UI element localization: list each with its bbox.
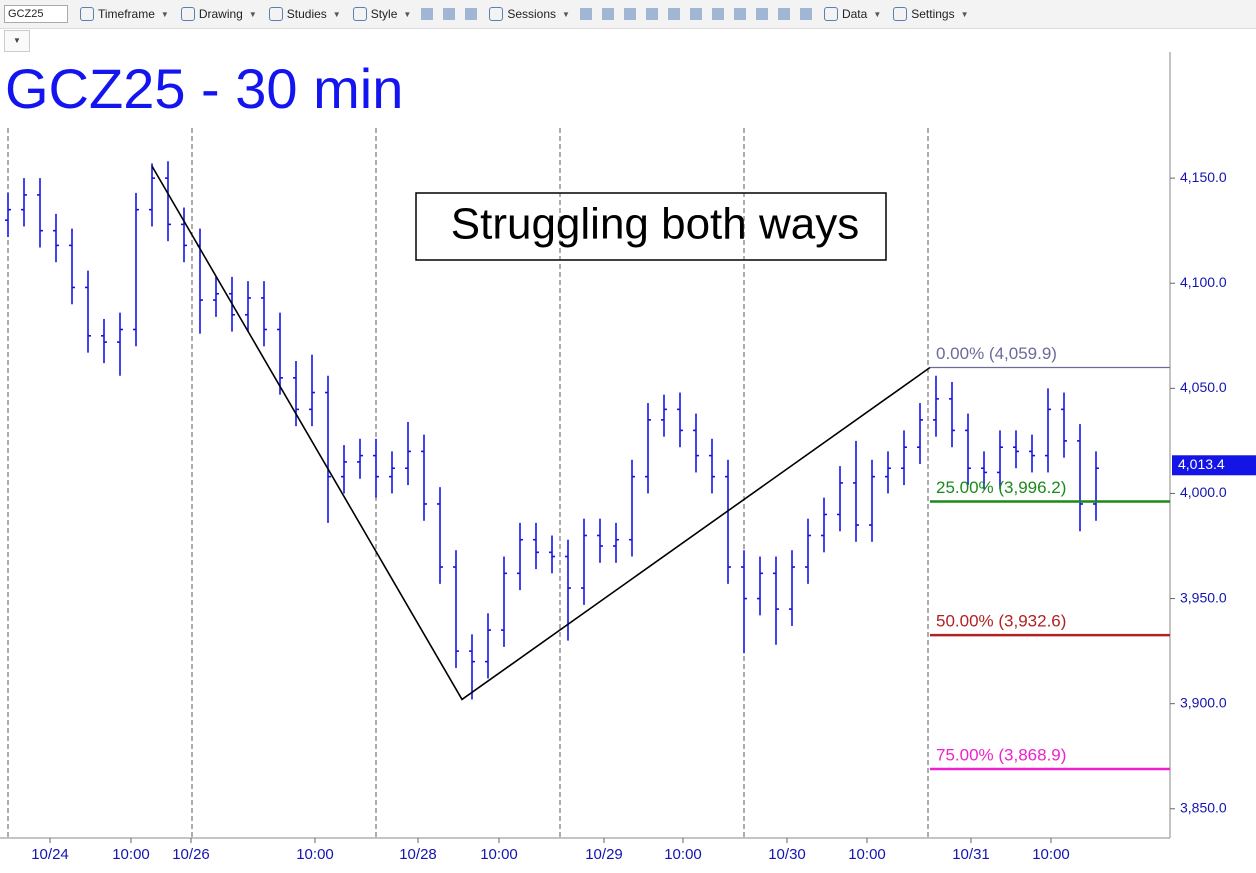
toolbar-button[interactable]: Data ▼ <box>823 7 881 21</box>
last-price-label: 4,013.4 <box>1178 456 1225 472</box>
fib-label: 0.00% (4,059.9) <box>936 344 1057 363</box>
toolbar-button[interactable]: Studies ▼ <box>268 7 341 21</box>
toolbar-label: Settings <box>911 7 955 21</box>
x-tick-label: 10/29 <box>585 846 623 863</box>
annotation-box <box>415 192 887 261</box>
fib-label: 25.00% (3,996.2) <box>936 478 1066 497</box>
symbol: GCZ25 <box>8 8 44 20</box>
x-tick-label: 10:00 <box>1032 846 1070 863</box>
y-tick-label: 3,950.0 <box>1180 589 1227 605</box>
toolbar-label: Timeframe <box>98 7 155 21</box>
x-tick-label: 10/30 <box>768 846 806 863</box>
annotation: Struggling both ways <box>451 200 859 249</box>
x-tick-label: 10:00 <box>296 846 334 863</box>
x-tick-label: 10/24 <box>31 846 69 863</box>
toolbar-label: Data <box>841 7 868 21</box>
toolbar-button[interactable]: Style ▼ <box>352 7 411 21</box>
symbol-box[interactable]: GCZ25 <box>4 5 68 23</box>
chart-title: GCZ25 - 30 min <box>5 57 403 120</box>
y-tick-label: 4,150.0 <box>1180 169 1227 185</box>
fib-label: 75.00% (3,868.9) <box>936 746 1066 765</box>
fib-label: 50.00% (3,932.6) <box>936 612 1066 631</box>
x-tick-label: 10/26 <box>172 846 210 863</box>
toolbar: GCZ25 Timeframe ▼ Drawing ▼ Studies ▼ Style… <box>0 0 1256 29</box>
toolbar-label: Studies <box>286 7 327 21</box>
y-tick-label: 4,100.0 <box>1180 274 1227 290</box>
toolbar-button[interactable]: Settings ▼ <box>893 7 969 21</box>
toolbar-button[interactable]: Timeframe ▼ <box>80 7 169 21</box>
zigzag <box>151 165 931 701</box>
x-tick-label: 10/28 <box>399 846 437 863</box>
x-tick-label: 10:00 <box>112 846 150 863</box>
toolbar-label: Style <box>370 7 398 21</box>
toolbar-button[interactable]: Drawing ▼ <box>180 7 257 21</box>
toolbar-label: Sessions <box>507 7 557 21</box>
x-tick-label: 10:00 <box>480 846 518 863</box>
x-tick-label: 10:00 <box>848 846 886 863</box>
toolbar-label: Drawing <box>198 7 243 21</box>
x-tick-label: 10/31 <box>952 846 990 863</box>
toolbar-button[interactable]: Sessions ▼ <box>489 7 570 21</box>
axis-panel <box>1170 52 1256 852</box>
x-tick-label: 10:00 <box>664 846 702 863</box>
y-tick-label: 4,050.0 <box>1180 379 1227 395</box>
y-tick-label: 4,000.0 <box>1180 484 1227 500</box>
y-tick-label: 3,850.0 <box>1180 799 1227 815</box>
last-price-tag <box>1172 455 1256 476</box>
dropdown[interactable]: ▼ <box>4 30 30 52</box>
y-tick-label: 3,900.0 <box>1180 694 1227 710</box>
